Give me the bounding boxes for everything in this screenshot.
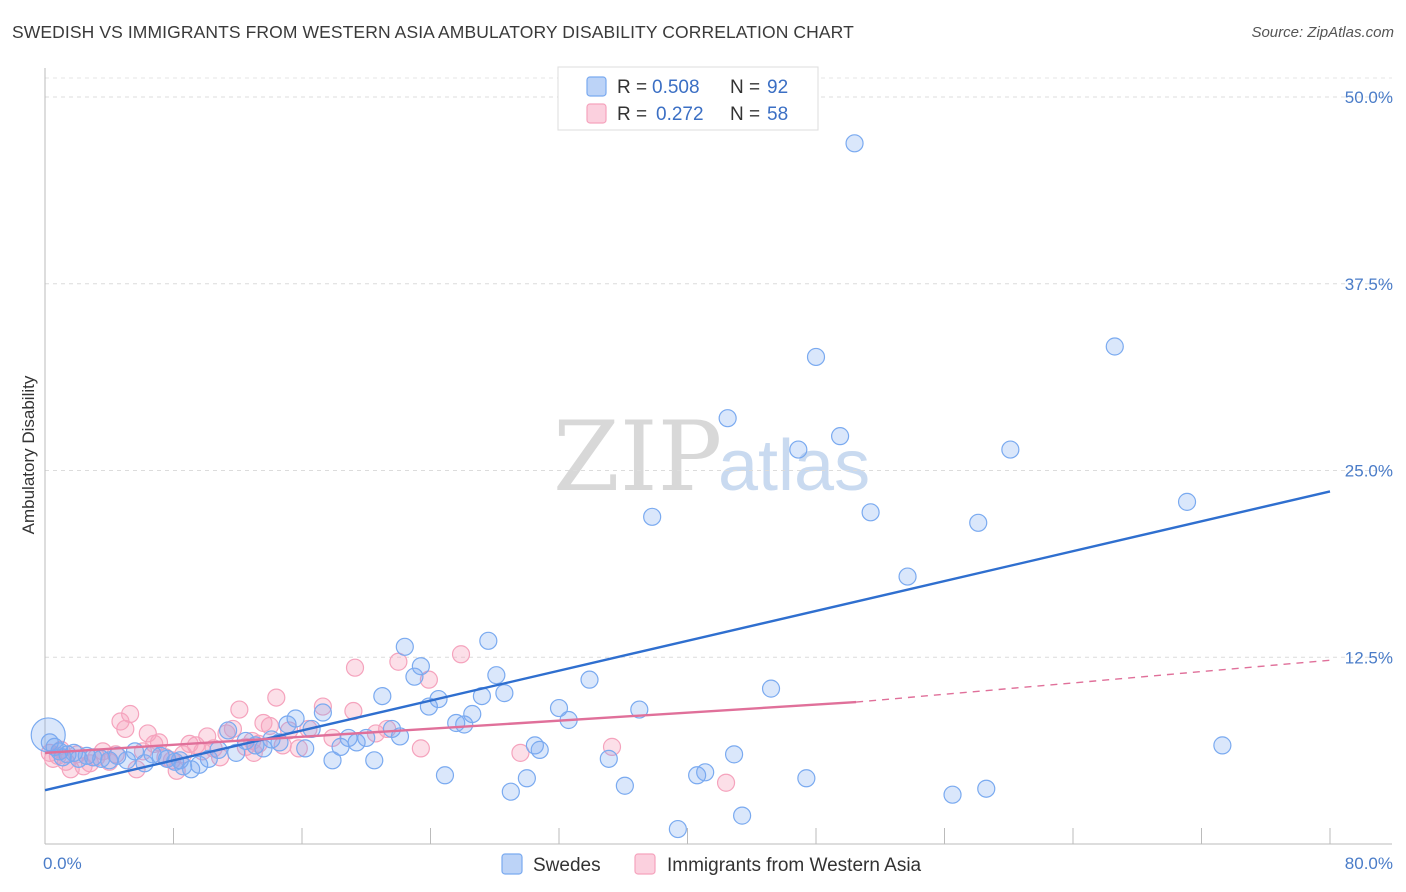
y-tick-label: 12.5% bbox=[1345, 648, 1393, 667]
legend-r-value-2: 0.272 bbox=[656, 104, 704, 125]
data-point-swedes bbox=[296, 739, 315, 758]
data-point-immigrants bbox=[230, 700, 249, 719]
x-tick-label: 0.0% bbox=[43, 854, 82, 873]
legend-r-value-1: 0.508 bbox=[652, 77, 700, 98]
data-point-swedes bbox=[696, 763, 715, 782]
data-point-swedes bbox=[30, 717, 66, 753]
data-point-swedes bbox=[1001, 440, 1020, 459]
data-point-immigrants bbox=[121, 704, 140, 724]
data-point-swedes bbox=[286, 709, 305, 728]
data-point-swedes bbox=[227, 743, 246, 762]
legend-n-value-2: 58 bbox=[767, 104, 788, 125]
data-point-immigrants bbox=[411, 739, 430, 758]
bottom-legend-immigrants: Immigrants from Western Asia bbox=[667, 855, 922, 876]
data-point-swedes bbox=[435, 766, 455, 785]
bottom-legend-swedes: Swedes bbox=[533, 855, 601, 876]
axes bbox=[44, 68, 1392, 845]
data-point-swedes bbox=[463, 704, 482, 724]
data-point-immigrants bbox=[345, 658, 365, 677]
data-point-swedes bbox=[861, 503, 880, 522]
source-label: Source: ZipAtlas.com bbox=[1251, 24, 1394, 41]
data-point-swedes bbox=[517, 769, 536, 788]
data-point-swedes bbox=[630, 700, 649, 719]
data-point-immigrants bbox=[716, 773, 736, 792]
data-point-immigrants bbox=[511, 743, 530, 762]
data-point-immigrants bbox=[267, 688, 286, 707]
data-point-swedes bbox=[580, 670, 599, 689]
y-tick-label: 37.5% bbox=[1345, 275, 1393, 294]
data-point-swedes bbox=[395, 637, 414, 656]
trend-line-immigrants-extrapolated bbox=[856, 659, 1331, 703]
bottom-legend-swatch-swedes bbox=[501, 853, 523, 875]
watermark-atlas: atlas bbox=[718, 426, 870, 506]
data-point-swedes bbox=[969, 513, 988, 532]
legend-swatch-immigrants bbox=[586, 103, 607, 124]
gridlines bbox=[45, 77, 1392, 658]
data-point-swedes bbox=[943, 785, 962, 804]
bottom-legend-swatch-immigrants bbox=[634, 853, 656, 875]
data-point-swedes bbox=[323, 751, 342, 770]
data-point-immigrants bbox=[451, 645, 471, 664]
legend-swatch-swedes bbox=[586, 76, 607, 97]
y-tick-label: 25.0% bbox=[1345, 462, 1393, 481]
data-point-immigrants bbox=[260, 716, 279, 736]
data-point-swedes bbox=[479, 631, 498, 650]
data-point-swedes bbox=[789, 440, 808, 459]
data-point-swedes bbox=[219, 721, 238, 740]
watermark-zip: ZIP bbox=[553, 401, 722, 513]
data-point-swedes bbox=[411, 657, 430, 676]
bottom-legend: Swedes Immigrants from Western Asia bbox=[501, 853, 922, 876]
data-point-swedes bbox=[1105, 337, 1124, 356]
data-point-swedes bbox=[313, 703, 332, 722]
y-axis-label: Ambulatory Disability bbox=[19, 375, 38, 534]
y-tick-label: 50.0% bbox=[1345, 88, 1393, 107]
data-point-immigrants bbox=[289, 739, 308, 758]
legend-n-label-1: N = bbox=[730, 77, 760, 98]
data-point-swedes bbox=[733, 806, 752, 825]
trend-line-swedes bbox=[44, 490, 1331, 792]
trend-lines bbox=[44, 490, 1331, 792]
x-tick-labels: 0.0% 80.0% bbox=[43, 854, 1393, 873]
data-point-swedes bbox=[1177, 492, 1197, 511]
legend-n-value-1: 92 bbox=[767, 77, 788, 98]
data-point-swedes bbox=[806, 347, 826, 367]
data-point-swedes bbox=[501, 782, 520, 801]
data-point-swedes bbox=[599, 749, 618, 768]
data-point-swedes bbox=[1213, 736, 1232, 755]
data-point-swedes bbox=[977, 779, 996, 798]
data-point-swedes bbox=[373, 686, 392, 706]
data-point-swedes bbox=[845, 134, 864, 153]
data-point-swedes bbox=[495, 684, 514, 703]
data-point-swedes bbox=[643, 507, 662, 526]
data-point-swedes bbox=[365, 751, 384, 770]
data-point-swedes bbox=[405, 667, 424, 686]
data-point-immigrants bbox=[313, 697, 332, 716]
y-tick-labels: 12.5% 25.0% 37.5% 50.0% bbox=[1345, 88, 1393, 667]
data-point-swedes bbox=[718, 409, 737, 428]
data-point-swedes bbox=[898, 567, 917, 586]
legend-r-label-2: R = bbox=[617, 104, 647, 125]
legend: R = 0.508 N = 92 R = 0.272 N = 58 bbox=[557, 66, 819, 131]
data-point-swedes bbox=[668, 819, 687, 839]
data-point-swedes bbox=[797, 769, 816, 788]
data-point-immigrants bbox=[419, 670, 438, 689]
data-point-swedes bbox=[390, 727, 410, 746]
data-point-swedes bbox=[761, 679, 781, 698]
data-point-swedes bbox=[830, 427, 850, 446]
data-point-swedes bbox=[487, 666, 506, 685]
data-point-swedes bbox=[530, 740, 549, 759]
chart-title: SWEDISH VS IMMIGRANTS FROM WESTERN ASIA … bbox=[12, 22, 854, 42]
data-point-swedes bbox=[190, 755, 209, 774]
data-point-swedes bbox=[724, 745, 744, 764]
legend-n-label-2: N = bbox=[730, 104, 760, 125]
x-tick-label: 80.0% bbox=[1345, 854, 1393, 873]
data-point-swedes bbox=[615, 776, 634, 795]
data-point-immigrants bbox=[602, 737, 622, 756]
legend-r-label-1: R = bbox=[617, 77, 647, 98]
data-point-swedes bbox=[549, 698, 569, 718]
trend-line-immigrants bbox=[44, 700, 857, 755]
watermark: ZIP atlas bbox=[553, 401, 870, 513]
